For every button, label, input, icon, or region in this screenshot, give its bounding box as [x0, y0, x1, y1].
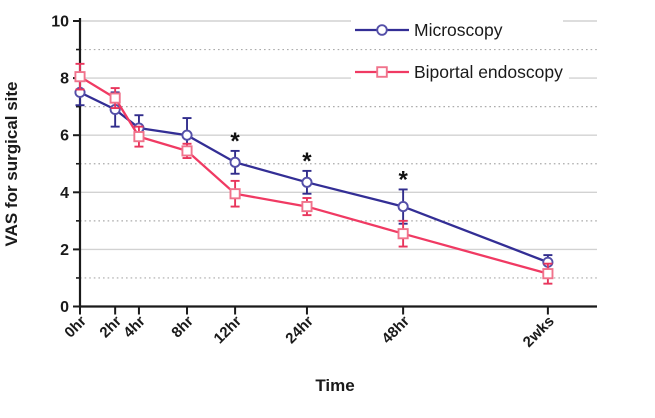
y-tick-label: 8: [60, 71, 69, 88]
legend-label: Biportal endoscopy: [414, 62, 563, 82]
y-tick-label: 0: [60, 299, 69, 316]
data-point-marker-circle: [397, 201, 409, 213]
y-tick-label: 2: [60, 242, 69, 259]
series-biportal-endoscopy: [74, 62, 554, 285]
y-tick-label: 6: [60, 128, 69, 145]
series-line: [79, 75, 549, 275]
data-point-marker-square: [301, 201, 313, 213]
significance-asterisk: *: [398, 166, 408, 193]
data-point-marker-circle: [301, 176, 313, 188]
legend-marker-square-icon: [376, 66, 388, 78]
y-axis-label: VAS for surgical site: [2, 81, 21, 246]
legend: Microscopy Biportal endoscopy: [355, 20, 563, 82]
data-point-marker-square: [181, 145, 193, 157]
x-axis-label: Time: [315, 376, 354, 395]
data-point-marker-circle: [229, 156, 241, 168]
data-point-marker-square: [542, 268, 554, 280]
y-tick-label: 4: [60, 185, 69, 202]
data-point-marker-square: [74, 71, 86, 83]
significance-markers: * * *: [230, 128, 408, 194]
significance-asterisk: *: [302, 148, 312, 175]
significance-asterisk: *: [230, 128, 240, 155]
data-point-marker-square: [397, 228, 409, 240]
series-microscopy: [74, 78, 554, 271]
data-point-marker-square: [109, 92, 121, 104]
y-tick-label: 10: [51, 14, 69, 31]
legend-label: Microscopy: [414, 20, 503, 40]
data-point-marker-square: [229, 188, 241, 200]
legend-marker-circle-icon: [376, 24, 388, 36]
data-point-marker-circle: [181, 129, 193, 141]
data-point-marker-square: [133, 131, 145, 143]
